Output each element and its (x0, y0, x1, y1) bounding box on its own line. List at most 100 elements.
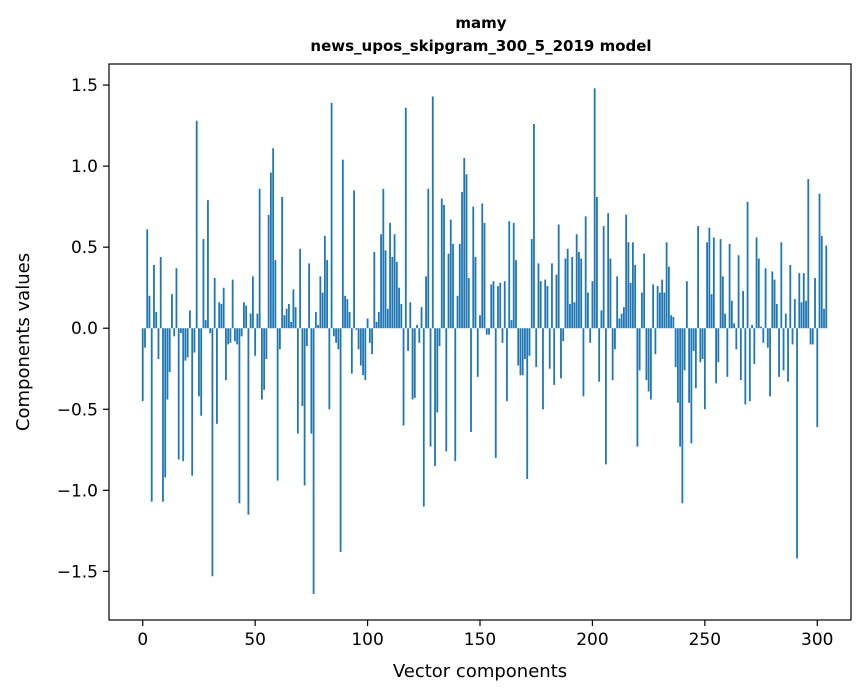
bar (728, 243, 731, 329)
bar (278, 328, 281, 350)
bar (386, 308, 389, 329)
y-tick-label: 0.0 (71, 319, 98, 339)
bar (596, 196, 598, 329)
bar (209, 328, 212, 334)
bar (593, 88, 596, 329)
bar (521, 328, 524, 376)
bar (346, 299, 349, 329)
plot-frame (108, 63, 852, 621)
bar (256, 313, 259, 329)
bar (337, 328, 340, 350)
bar (483, 222, 486, 329)
bar (382, 188, 385, 329)
bar (701, 328, 704, 360)
bar (328, 328, 331, 410)
bar (299, 248, 302, 329)
bar (290, 321, 293, 329)
bar (171, 294, 173, 329)
bar (699, 328, 702, 363)
bar (760, 326, 762, 329)
bar (656, 286, 659, 329)
bar (429, 328, 432, 447)
bar (164, 328, 167, 478)
bar (263, 328, 266, 390)
bar (710, 294, 713, 329)
bar (784, 313, 787, 329)
bar (146, 229, 149, 329)
bar (533, 123, 535, 329)
bar (261, 328, 263, 400)
bar (681, 328, 684, 504)
bar (155, 312, 158, 329)
bar (398, 287, 400, 329)
bar (676, 328, 679, 403)
x-tick-label: 200 (576, 630, 608, 650)
x-tick-label: 300 (801, 630, 833, 650)
bar (416, 324, 418, 329)
bar (323, 235, 326, 329)
bar (820, 235, 823, 329)
bar (389, 222, 391, 329)
bar (667, 266, 670, 329)
bar (611, 328, 614, 381)
bar (517, 328, 520, 366)
bar (557, 224, 560, 329)
bar (420, 307, 423, 329)
bar (425, 276, 427, 329)
bar (816, 328, 819, 428)
bar (634, 265, 637, 329)
y-tick-label: 0.5 (71, 238, 98, 258)
bar (465, 174, 468, 329)
bar (301, 328, 304, 407)
bar (715, 328, 717, 384)
bar (472, 206, 475, 329)
bar (697, 226, 699, 329)
bar (649, 328, 652, 400)
bar (436, 328, 439, 413)
bar (249, 313, 252, 329)
bar (213, 277, 216, 329)
bar (366, 318, 369, 329)
bar (195, 120, 198, 329)
bar (530, 239, 533, 329)
bar (177, 328, 180, 460)
bar (407, 328, 409, 351)
bar (321, 292, 324, 329)
bar (575, 234, 578, 329)
bar (555, 274, 558, 329)
bar (467, 277, 470, 329)
bar (542, 328, 544, 410)
bar (380, 234, 382, 329)
bar (751, 324, 753, 329)
bar (348, 312, 351, 329)
bar (510, 320, 513, 329)
bar (807, 179, 810, 329)
bar (564, 258, 567, 329)
bar (357, 328, 360, 350)
bar (285, 308, 288, 329)
chart-title-line-2: news_upos_skipgram_300_5_2019 model (310, 37, 651, 55)
bar (548, 328, 551, 369)
bar (726, 328, 729, 377)
bar (605, 328, 607, 465)
bar (310, 328, 313, 434)
bar (191, 328, 194, 476)
y-tick-label: 1.0 (71, 157, 98, 177)
bar (589, 328, 592, 343)
bar (616, 276, 619, 329)
bar (614, 328, 616, 350)
bar (485, 328, 488, 335)
bar (562, 328, 565, 342)
bar (144, 328, 146, 348)
bar (560, 328, 562, 379)
bar (640, 292, 643, 329)
bar (503, 281, 506, 329)
bar (227, 328, 230, 345)
bar (157, 328, 160, 360)
bar (780, 242, 783, 329)
bar (627, 242, 630, 329)
y-tick-label: 1.5 (71, 76, 98, 96)
bar (688, 328, 691, 403)
bar (317, 324, 320, 329)
bar (571, 256, 574, 329)
